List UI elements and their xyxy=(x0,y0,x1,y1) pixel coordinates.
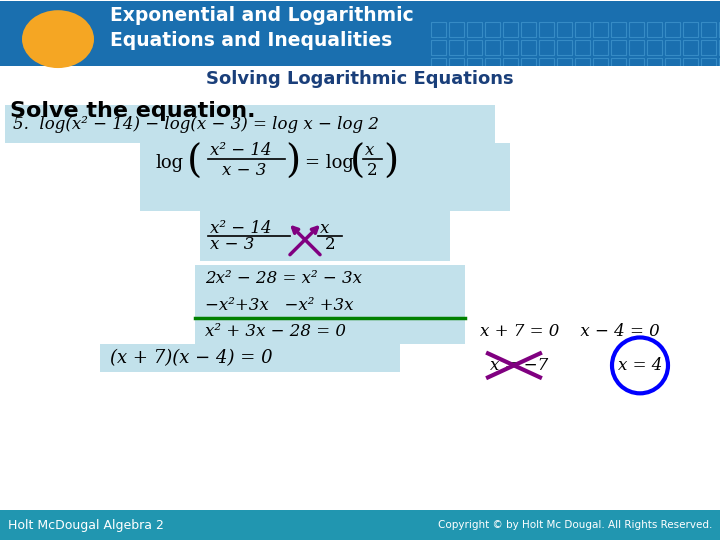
Text: x: x xyxy=(365,143,374,159)
FancyBboxPatch shape xyxy=(200,211,450,261)
Text: x + 7 = 0    x − 4 = 0: x + 7 = 0 x − 4 = 0 xyxy=(480,323,660,340)
Text: x − 3: x − 3 xyxy=(222,163,266,179)
Text: x² − 14: x² − 14 xyxy=(210,220,271,237)
FancyBboxPatch shape xyxy=(195,265,465,293)
FancyBboxPatch shape xyxy=(140,143,510,211)
Text: x = 4: x = 4 xyxy=(618,357,662,374)
Text: 2: 2 xyxy=(367,163,377,179)
Text: x = −7: x = −7 xyxy=(490,357,548,374)
FancyBboxPatch shape xyxy=(195,319,465,345)
Text: (: ( xyxy=(350,144,365,181)
Text: x: x xyxy=(320,220,329,237)
Text: x² + 3x − 28 = 0: x² + 3x − 28 = 0 xyxy=(205,323,346,340)
Text: x² − 14: x² − 14 xyxy=(210,143,271,159)
Text: Holt McDougal Algebra 2: Holt McDougal Algebra 2 xyxy=(8,518,164,531)
Text: ): ) xyxy=(383,144,398,181)
Text: ): ) xyxy=(285,144,300,181)
Text: x − 3: x − 3 xyxy=(210,236,254,253)
FancyBboxPatch shape xyxy=(100,345,400,373)
Text: log: log xyxy=(155,154,183,172)
Text: 2x² − 28 = x² − 3x: 2x² − 28 = x² − 3x xyxy=(205,270,362,287)
FancyBboxPatch shape xyxy=(0,510,720,540)
Text: Solving Logarithmic Equations: Solving Logarithmic Equations xyxy=(206,70,514,88)
FancyBboxPatch shape xyxy=(195,293,465,319)
Text: Exponential and Logarithmic
Equations and Inequalities: Exponential and Logarithmic Equations an… xyxy=(110,6,414,50)
Text: Solve the equation.: Solve the equation. xyxy=(10,101,256,121)
Text: Copyright © by Holt Mc Dougal. All Rights Reserved.: Copyright © by Holt Mc Dougal. All Right… xyxy=(438,520,712,530)
FancyBboxPatch shape xyxy=(0,79,720,510)
FancyBboxPatch shape xyxy=(0,1,720,76)
FancyBboxPatch shape xyxy=(0,66,720,86)
Text: 5.  log(x² − 14) − log(x − 3) = log x − log 2: 5. log(x² − 14) − log(x − 3) = log x − l… xyxy=(13,117,379,133)
Ellipse shape xyxy=(22,10,94,68)
Text: (x + 7)(x − 4) = 0: (x + 7)(x − 4) = 0 xyxy=(110,349,273,367)
Text: (: ( xyxy=(187,144,202,181)
FancyBboxPatch shape xyxy=(5,105,495,143)
Text: 2: 2 xyxy=(325,236,336,253)
Text: = log: = log xyxy=(305,154,354,172)
Text: −x²+3x   −x² +3x: −x²+3x −x² +3x xyxy=(205,297,354,314)
